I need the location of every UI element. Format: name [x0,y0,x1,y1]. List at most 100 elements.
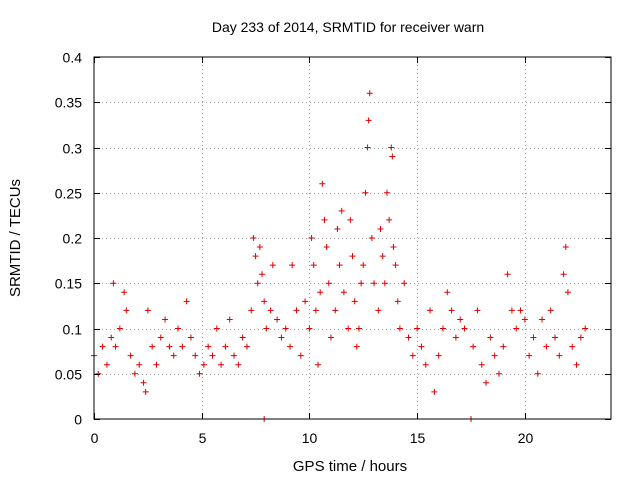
data-point [526,352,533,359]
data-point [310,262,317,269]
data-point [254,280,261,287]
data-point [142,388,149,395]
data-point [121,289,128,296]
data-point [470,343,477,350]
data-point [336,262,343,269]
data-point [127,352,134,359]
data-point [269,262,276,269]
data-point [461,325,468,332]
data-point [405,334,412,341]
data-point [149,343,156,350]
y-tick-label: 0 [74,412,82,428]
data-point [521,316,528,323]
data-point [112,343,119,350]
y-tick-label: 0.3 [63,141,83,157]
data-point [539,316,546,323]
data-point [170,352,177,359]
data-point [183,298,190,305]
data-point [495,370,502,377]
data-point [289,262,296,269]
data-point [325,280,332,287]
data-point [360,262,367,269]
data-point [261,298,268,305]
data-point [551,334,558,341]
y-tick-label: 0.15 [55,276,82,292]
data-point [196,370,203,377]
data-point [388,144,395,151]
data-point [390,244,397,251]
data-point [375,307,382,314]
data-point [386,216,393,223]
axis-ticks: 0 0.05 0.1 0.15 0.2 0.25 0.3 0.35 0.4 0 5 10 15 20 [55,50,611,446]
data-point [334,225,341,232]
data-point [513,325,520,332]
data-point [414,325,421,332]
data-point [491,352,498,359]
data-point [556,352,563,359]
data-point [340,289,347,296]
data-point [321,216,328,223]
data-point [409,352,416,359]
y-tick-label: 0.05 [55,367,82,383]
data-point [457,316,464,323]
data-point [452,334,459,341]
data-point [577,334,584,341]
x-tick-label: 15 [410,430,426,446]
data-point [239,334,246,341]
data-point [396,325,403,332]
data-point [371,280,378,287]
data-point [166,343,173,350]
data-point [332,307,339,314]
data-point [534,370,541,377]
y-axis-label: SRMTID / TECUs [7,179,24,297]
data-point [116,325,123,332]
data-point [474,307,481,314]
data-point [99,343,106,350]
data-point [205,343,212,350]
x-tick-label: 5 [199,430,207,446]
y-tick-label: 0.2 [63,231,83,247]
grid-lines [94,57,611,419]
data-point [355,325,362,332]
data-point [530,334,537,341]
data-point [353,343,360,350]
data-point [573,361,580,368]
data-point [319,180,326,187]
data-point [389,153,396,160]
data-point [401,280,408,287]
data-point [192,352,199,359]
data-point [487,334,494,341]
data-point [569,343,576,350]
data-point [562,244,569,251]
data-point [478,361,485,368]
data-point [256,244,263,251]
data-point [394,298,401,305]
data-point [226,316,233,323]
data-point [252,253,259,260]
data-point [564,289,571,296]
data-point [338,207,345,214]
data-point [418,343,425,350]
data-point [278,334,285,341]
data-point [187,334,194,341]
data-point [504,271,511,278]
data-point [317,289,324,296]
data-point [306,325,313,332]
data-point [392,262,399,269]
plot-frame [93,56,612,420]
data-point [427,307,434,314]
data-point [362,189,369,196]
data-point [560,271,567,278]
data-point [444,289,451,296]
data-point [231,352,238,359]
data-point [582,325,589,332]
data-point [136,361,143,368]
data-point [108,334,115,341]
data-points [91,90,589,422]
data-point [131,370,138,377]
data-point [218,361,225,368]
data-point [297,352,304,359]
data-point [381,280,388,287]
data-point [267,307,274,314]
